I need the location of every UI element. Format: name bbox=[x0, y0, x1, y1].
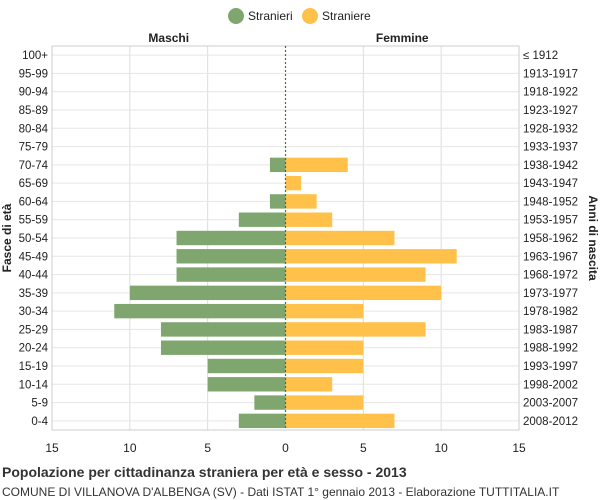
legend-swatch-straniere bbox=[302, 8, 318, 24]
age-band-label: 80-84 bbox=[19, 123, 49, 135]
x-tick-label: 15 bbox=[512, 441, 526, 455]
age-band-label: 40-44 bbox=[19, 270, 49, 282]
birth-year-label: 1933-1937 bbox=[523, 142, 578, 154]
age-band-label: 45-49 bbox=[19, 251, 48, 263]
bar-stranieri-25-29 bbox=[160, 322, 286, 337]
age-band-label: 35-39 bbox=[19, 288, 48, 300]
x-tick-label: 10 bbox=[434, 441, 448, 455]
bar-straniere-30-34 bbox=[285, 303, 364, 319]
birth-year-label: 1998-2002 bbox=[523, 379, 578, 391]
legend-swatch-stranieri bbox=[228, 8, 244, 24]
age-band-label: 95-99 bbox=[19, 68, 48, 80]
birth-year-label: 1968-1972 bbox=[523, 270, 578, 282]
age-band-label: 75-79 bbox=[19, 142, 48, 154]
birth-year-label: 1928-1932 bbox=[523, 123, 578, 135]
legend-label-straniere: Straniere bbox=[322, 9, 371, 23]
age-band-label: 85-89 bbox=[19, 105, 48, 117]
birth-year-label: 1958-1962 bbox=[523, 233, 578, 245]
birth-year-label: ≤ 1912 bbox=[523, 50, 558, 62]
bar-stranieri-20-24 bbox=[160, 340, 286, 355]
bar-stranieri-50-54 bbox=[176, 230, 286, 246]
bar-stranieri-15-19 bbox=[207, 358, 286, 374]
birth-year-label: 1938-1942 bbox=[523, 160, 578, 172]
bar-stranieri-70-74 bbox=[269, 157, 286, 173]
age-band-label: 10-14 bbox=[19, 379, 49, 391]
bar-straniere-45-49 bbox=[285, 249, 457, 264]
bar-straniere-55-59 bbox=[285, 212, 333, 227]
bar-straniere-5-9 bbox=[285, 395, 364, 410]
birth-year-label: 2003-2007 bbox=[523, 398, 578, 410]
age-band-label: 30-34 bbox=[19, 306, 49, 318]
age-band-label: 60-64 bbox=[19, 196, 49, 208]
birth-year-label: 1948-1952 bbox=[523, 196, 578, 208]
population-pyramid-chart: 100+ ≤ 1912 95-99 1913-1917 90-94 1918-1922 85… bbox=[0, 8, 600, 455]
bar-stranieri-40-44 bbox=[176, 267, 286, 282]
bar-stranieri-5-9 bbox=[254, 395, 286, 410]
birth-year-label: 1923-1927 bbox=[523, 105, 578, 117]
bar-straniere-40-44 bbox=[285, 267, 426, 282]
y-axis-label-right: Anni di nascita bbox=[586, 195, 600, 281]
birth-year-label: 2008-2012 bbox=[523, 416, 578, 428]
bar-straniere-35-39 bbox=[285, 285, 442, 301]
bar-stranieri-35-39 bbox=[129, 285, 286, 301]
bar-straniere-25-29 bbox=[285, 322, 426, 337]
bar-stranieri-60-64 bbox=[269, 194, 286, 209]
bar-straniere-65-69 bbox=[285, 175, 302, 191]
birth-year-label: 1953-1957 bbox=[523, 215, 578, 227]
bar-stranieri-10-14 bbox=[207, 377, 286, 392]
birth-year-label: 1963-1967 bbox=[523, 251, 578, 263]
x-tick-label: 15 bbox=[45, 441, 59, 455]
age-band-label: 70-74 bbox=[19, 160, 49, 172]
birth-year-label: 1978-1982 bbox=[523, 306, 578, 318]
age-band-label: 5-9 bbox=[31, 398, 48, 410]
bar-straniere-20-24 bbox=[285, 340, 364, 355]
bar-straniere-60-64 bbox=[285, 194, 317, 209]
bar-straniere-15-19 bbox=[285, 358, 364, 374]
chart-title: Popolazione per cittadinanza straniera p… bbox=[2, 464, 407, 480]
birth-year-label: 1988-1992 bbox=[523, 343, 578, 355]
bar-straniere-10-14 bbox=[285, 377, 333, 392]
x-tick-label: 10 bbox=[123, 441, 137, 455]
x-tick-label: 5 bbox=[360, 441, 367, 455]
header-maschi: Maschi bbox=[148, 31, 189, 45]
age-band-label: 100+ bbox=[22, 50, 48, 62]
age-band-label: 25-29 bbox=[19, 324, 48, 336]
y-axis-label-left: Fasce di età bbox=[0, 203, 14, 272]
birth-year-label: 1973-1977 bbox=[523, 288, 578, 300]
bar-stranieri-45-49 bbox=[176, 249, 286, 264]
birth-year-label: 1983-1987 bbox=[523, 324, 578, 336]
age-band-label: 50-54 bbox=[19, 233, 49, 245]
birth-year-label: 1993-1997 bbox=[523, 361, 578, 373]
age-band-label: 15-19 bbox=[19, 361, 48, 373]
birth-year-label: 1913-1917 bbox=[523, 68, 578, 80]
bar-straniere-50-54 bbox=[285, 230, 395, 246]
age-band-label: 0-4 bbox=[31, 416, 48, 428]
birth-year-label: 1943-1947 bbox=[523, 178, 578, 190]
chart-subtitle: COMUNE DI VILLANOVA D'ALBENGA (SV) - Dat… bbox=[2, 485, 560, 499]
header-femmine: Femmine bbox=[376, 31, 429, 45]
birth-year-label: 1918-1922 bbox=[523, 87, 578, 99]
age-band-label: 20-24 bbox=[19, 343, 49, 355]
bar-straniere-70-74 bbox=[285, 157, 348, 173]
legend-label-stranieri: Stranieri bbox=[248, 9, 293, 23]
bar-straniere-0-4 bbox=[285, 413, 395, 429]
bar-stranieri-0-4 bbox=[238, 413, 286, 429]
age-band-label: 55-59 bbox=[19, 215, 48, 227]
bar-stranieri-55-59 bbox=[238, 212, 286, 227]
x-tick-label: 5 bbox=[204, 441, 211, 455]
bar-stranieri-30-34 bbox=[114, 303, 286, 319]
age-band-label: 65-69 bbox=[19, 178, 48, 190]
x-tick-label: 0 bbox=[282, 441, 289, 455]
age-band-label: 90-94 bbox=[19, 87, 49, 99]
